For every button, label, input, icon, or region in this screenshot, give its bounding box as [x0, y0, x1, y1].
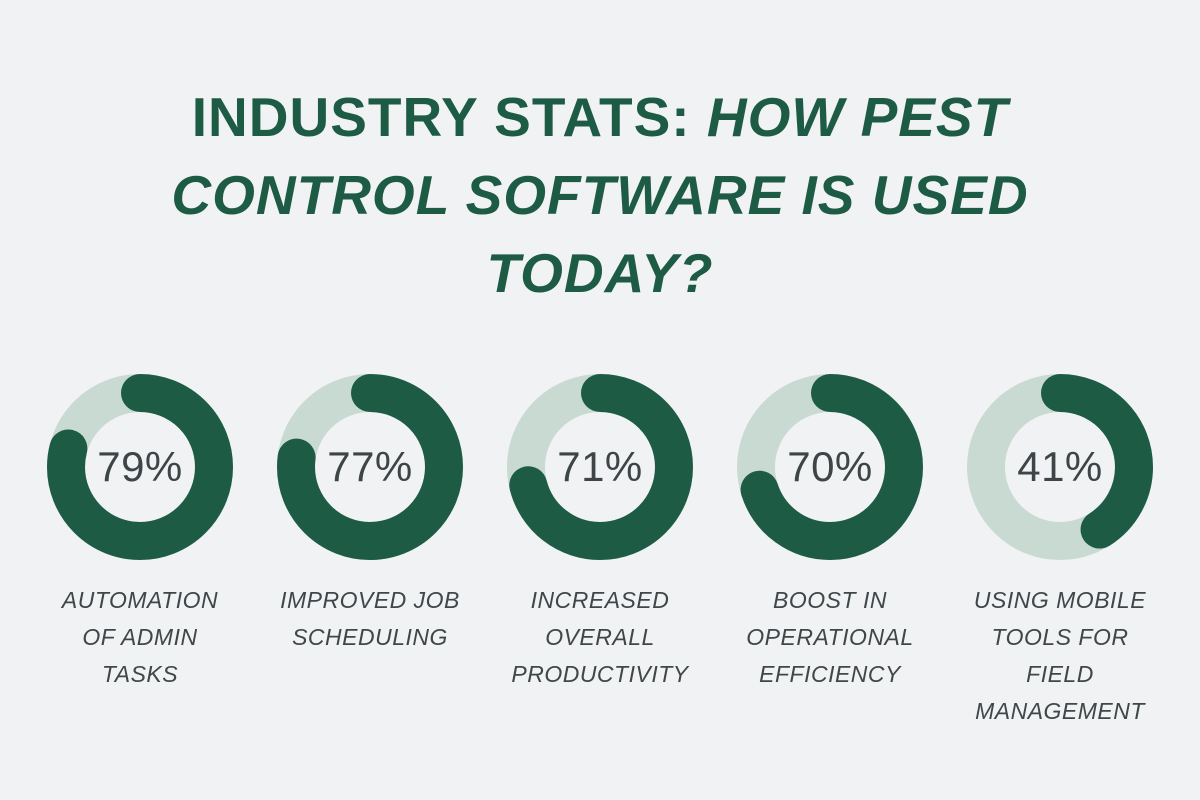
stat-label: BOOST IN OPERATIONAL EFFICIENCY [746, 587, 914, 687]
donut-value: 79% [97, 443, 183, 491]
donut-chart: 79% [47, 374, 233, 561]
donut-value: 71% [557, 443, 643, 491]
stat-item: 71% INCREASED OVERALL PRODUCTIVITY [505, 374, 695, 692]
donut-chart-row: 79% AUTOMATION OF ADMIN TASKS 77% IMPROV… [45, 374, 1155, 729]
donut-value: 77% [327, 443, 413, 491]
stat-label: INCREASED OVERALL PRODUCTIVITY [511, 587, 689, 687]
donut-value: 41% [1017, 443, 1103, 491]
stat-label: AUTOMATION OF ADMIN TASKS [61, 587, 219, 687]
stat-item: 70% BOOST IN OPERATIONAL EFFICIENCY [735, 374, 925, 692]
donut-chart: 70% [737, 374, 923, 561]
donut-chart: 71% [507, 374, 693, 561]
stat-item: 79% AUTOMATION OF ADMIN TASKS [45, 374, 235, 692]
title-emphasis: HOW PEST CONTROL SOFTWARE IS USED TODAY? [171, 86, 1029, 305]
donut-chart: 41% [967, 374, 1153, 561]
stat-item: 41% USING MOBILE TOOLS FOR FIELD MANAGEM… [965, 374, 1155, 729]
page-title: INDUSTRY STATS: HOW PEST CONTROL SOFTWAR… [135, 78, 1065, 312]
donut-value: 70% [787, 443, 873, 491]
title-prefix: INDUSTRY STATS: [191, 86, 707, 148]
stat-label: USING MOBILE TOOLS FOR FIELD MANAGEMENT [973, 587, 1147, 724]
stat-label: IMPROVED JOB SCHEDULING [280, 587, 460, 651]
donut-chart: 77% [277, 374, 463, 561]
stat-item: 77% IMPROVED JOB SCHEDULING [275, 374, 465, 656]
